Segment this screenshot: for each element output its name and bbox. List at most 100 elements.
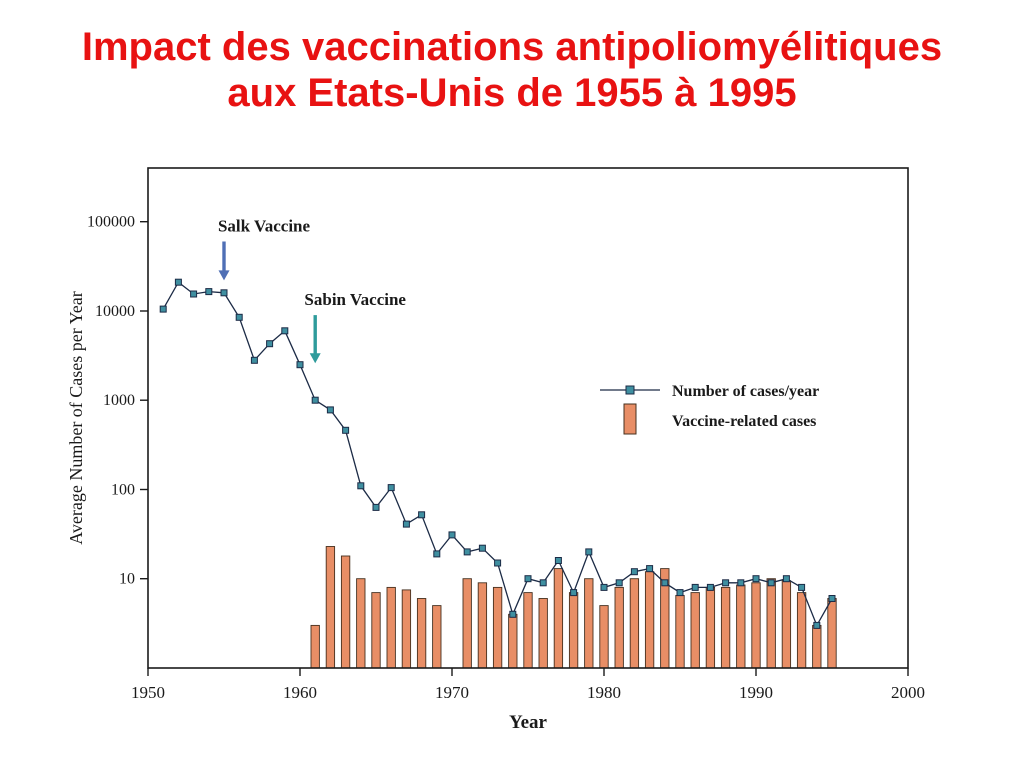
- line-marker: [646, 565, 654, 573]
- bar: [568, 592, 579, 669]
- bar: [401, 589, 412, 669]
- line-marker: [205, 288, 213, 296]
- vaccine-related-bars: [310, 546, 837, 669]
- line-marker: [509, 610, 517, 618]
- slide-title-line2: aux Etats-Unis de 1955 à 1995: [227, 71, 797, 115]
- line-marker: [159, 305, 167, 313]
- x-tick-label: 1950: [131, 683, 165, 702]
- y-tick-label: 100: [111, 482, 135, 499]
- bar: [584, 578, 594, 669]
- legend-marker-icon: [625, 385, 635, 395]
- line-marker: [676, 589, 684, 597]
- y-tick-label: 10000: [95, 303, 135, 320]
- line-marker: [737, 579, 745, 587]
- cases-line-series: [159, 278, 836, 629]
- line-marker: [782, 575, 790, 583]
- bar: [386, 586, 396, 669]
- bar: [736, 584, 746, 669]
- x-axis: 1950 1960 1970 1980 1990 2000: [131, 668, 925, 702]
- line-marker: [798, 583, 806, 591]
- bar: [371, 592, 381, 669]
- legend-label-vaccine: Vaccine-related cases: [672, 413, 816, 430]
- bar: [751, 582, 761, 669]
- line-marker: [174, 278, 182, 286]
- line-marker: [524, 575, 532, 583]
- bar: [599, 605, 609, 669]
- legend-label-cases: Number of cases/year: [672, 383, 819, 400]
- bar: [614, 586, 624, 669]
- x-tick-label: 1980: [587, 683, 621, 702]
- line-marker: [539, 579, 547, 587]
- bar: [644, 571, 655, 669]
- bar: [432, 605, 442, 669]
- y-axis: 10 100 1000 10000 100000: [87, 214, 148, 588]
- line-marker: [190, 290, 198, 298]
- bar: [538, 598, 548, 669]
- x-axis-title: Year: [509, 712, 548, 733]
- line-marker: [630, 568, 638, 576]
- line-marker: [387, 484, 395, 492]
- bar: [675, 594, 685, 669]
- bar: [325, 546, 336, 669]
- y-tick-label: 1000: [103, 392, 135, 409]
- line-marker: [752, 575, 760, 583]
- line-marker: [296, 361, 304, 369]
- line-marker: [448, 531, 456, 539]
- arrow-head-icon: [309, 353, 321, 364]
- bar: [310, 624, 320, 669]
- line-marker: [706, 583, 714, 591]
- y-tick-label: 10: [119, 571, 135, 588]
- line-marker: [372, 503, 380, 511]
- line-marker: [311, 396, 319, 404]
- line-marker: [813, 621, 821, 629]
- polio-cases-chart: 10 100 1000 10000 100000 1950 1960 1970 1980 1990…: [66, 167, 925, 733]
- bar: [553, 568, 564, 669]
- annotation-sabin-vaccine: Sabin Vaccine: [304, 290, 406, 364]
- bar: [462, 578, 472, 669]
- bar: [356, 578, 366, 669]
- bar: [477, 582, 488, 669]
- y-tick-label: 100000: [87, 214, 135, 231]
- line-marker: [691, 583, 699, 591]
- x-tick-label: 1970: [435, 683, 469, 702]
- line-marker: [570, 589, 578, 597]
- line-marker: [615, 579, 623, 587]
- line-marker: [661, 579, 669, 587]
- bar: [705, 586, 716, 669]
- line-marker: [418, 511, 426, 519]
- line-marker: [326, 406, 334, 414]
- bar: [523, 592, 533, 669]
- line-marker: [767, 579, 775, 587]
- bar: [508, 613, 518, 669]
- bar: [690, 592, 700, 669]
- bar: [416, 598, 427, 669]
- line-marker: [342, 426, 350, 434]
- bar: [781, 580, 792, 669]
- line-marker: [722, 579, 730, 587]
- line-marker: [220, 289, 228, 297]
- line-marker: [357, 482, 365, 490]
- line-marker: [235, 313, 243, 321]
- line-marker: [554, 557, 562, 564]
- slide-title: Impact des vaccinations antipoliomyéliti…: [0, 24, 1024, 116]
- annotation-label: Salk Vaccine: [218, 217, 311, 236]
- plot-frame: [147, 167, 909, 669]
- y-axis-title: Average Number of Cases per Year: [66, 291, 86, 545]
- bar: [766, 578, 776, 669]
- legend: Number of cases/year Vaccine-related case…: [600, 383, 819, 435]
- arrow-head-icon: [218, 270, 230, 281]
- line-marker: [600, 583, 608, 591]
- line-marker: [494, 559, 502, 567]
- bar: [812, 624, 822, 669]
- x-tick-label: 2000: [891, 683, 925, 702]
- line-marker: [281, 327, 289, 335]
- x-tick-label: 1960: [283, 683, 317, 702]
- line-marker: [266, 340, 274, 348]
- x-tick-label: 1990: [739, 683, 773, 702]
- line-marker: [463, 548, 471, 556]
- legend-bar-sample: [623, 403, 637, 435]
- bar: [492, 586, 503, 669]
- bar: [340, 555, 351, 669]
- line-marker: [250, 356, 258, 364]
